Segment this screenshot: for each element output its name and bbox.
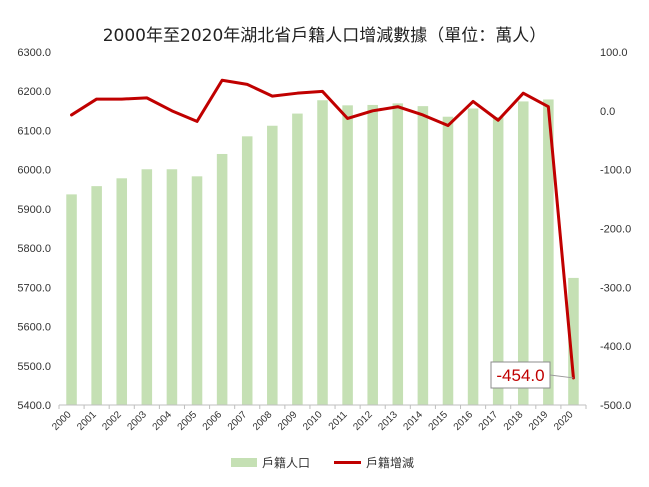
right-tick-label: -500.0 <box>600 400 631 412</box>
chart-title: 2000年至2020年湖北省戶籍人口增減數據（單位：萬人） <box>103 26 547 46</box>
bar-2015 <box>442 116 454 405</box>
line-point-2005 <box>195 120 199 123</box>
line-point-2014 <box>421 113 425 117</box>
line-point-2019 <box>547 105 550 108</box>
legend-swatch-bar <box>231 458 257 467</box>
line-point-2009 <box>296 91 299 95</box>
right-axis: -500.0 -400.0 -300.0 -200.0 -100.0 0.0 100.0 <box>600 47 631 412</box>
left-tick-label: 5900.0 <box>17 204 51 216</box>
line-point-2015 <box>446 124 450 127</box>
bar-2000 <box>66 194 77 405</box>
line-point-2008 <box>271 94 274 98</box>
bar-2001 <box>91 186 102 405</box>
line-point-2017 <box>496 119 500 122</box>
right-tick-label: -200.0 <box>600 224 631 236</box>
line-point-2001 <box>95 97 98 101</box>
line-point-2011 <box>346 117 349 120</box>
line-point-2010 <box>321 90 324 93</box>
line-point-2000 <box>70 113 73 117</box>
left-tick-label: 5500.0 <box>17 361 51 373</box>
annotation-group: -454.0 <box>490 361 574 389</box>
line-point-2002 <box>120 97 123 101</box>
legend-label-bar: 戶籍人口 <box>262 455 310 470</box>
legend: 戶籍人口 戶籍增減 <box>231 455 414 470</box>
left-tick-label: 6000.0 <box>17 165 51 177</box>
left-tick-label: 5700.0 <box>17 282 51 294</box>
legend-label-line: 戶籍增減 <box>366 455 414 470</box>
left-tick-label: 6200.0 <box>17 86 51 98</box>
line-series-group <box>70 78 575 380</box>
annotation-leader-line <box>549 374 574 379</box>
line-point-2007 <box>246 83 249 86</box>
left-tick-label: 5600.0 <box>17 322 51 334</box>
bar-2006 <box>216 153 228 405</box>
bar-2018 <box>517 101 529 406</box>
bar-2005 <box>191 176 203 405</box>
left-axis: 5400.0 5500.0 5600.0 5700.0 5800.0 5900.0 6000… <box>17 47 51 412</box>
right-tick-label: 0.0 <box>600 106 615 118</box>
left-tick-label: 6100.0 <box>17 125 51 137</box>
line-point-2004 <box>170 109 174 113</box>
bar-2013 <box>392 103 404 405</box>
bar-2017 <box>492 117 504 406</box>
annotation-box <box>490 361 551 389</box>
line-point-2006 <box>220 79 224 82</box>
bar-2004 <box>166 169 178 405</box>
left-tick-label: 5400.0 <box>17 400 51 412</box>
line-point-2003 <box>145 96 149 100</box>
line-point-2013 <box>396 105 399 108</box>
bar-2012 <box>367 104 378 405</box>
line-point-2012 <box>371 109 374 113</box>
line-point-2016 <box>471 100 475 103</box>
annotation-label: -454.0 <box>496 366 544 385</box>
bar-2014 <box>417 106 429 405</box>
line-point-2018 <box>522 91 525 95</box>
bar-2003 <box>141 169 153 405</box>
bar-2010 <box>317 100 328 406</box>
right-tick-label: -100.0 <box>600 165 631 177</box>
left-tick-label: 6300.0 <box>17 47 51 59</box>
bar-2016 <box>467 108 479 405</box>
bar-2019 <box>543 99 554 406</box>
right-tick-label: 100.0 <box>600 47 628 59</box>
bar-2002 <box>116 178 128 405</box>
right-tick-label: -300.0 <box>600 282 631 294</box>
bar-2009 <box>292 113 303 405</box>
bar-2008 <box>267 125 278 406</box>
bar-2011 <box>342 105 353 405</box>
left-tick-label: 5800.0 <box>17 243 51 255</box>
bar-series-group <box>66 99 579 406</box>
bar-2020 <box>568 277 579 405</box>
right-tick-label: -400.0 <box>600 341 631 353</box>
bar-2007 <box>241 136 253 405</box>
